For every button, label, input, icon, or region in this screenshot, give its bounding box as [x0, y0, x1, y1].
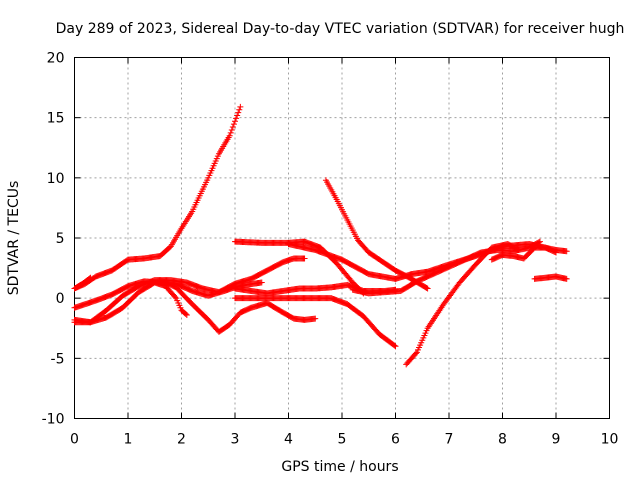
y-axis-label: SDTVAR / TECUs [6, 181, 22, 296]
x-tick-label: 8 [498, 432, 507, 448]
x-tick-label: 4 [284, 432, 293, 448]
series-track-10 [322, 177, 431, 292]
data-point [391, 342, 398, 349]
data-point [312, 315, 319, 322]
y-tick-label: -10 [42, 412, 65, 428]
series-track-9 [232, 295, 399, 350]
data-point [182, 311, 189, 318]
y-tick-label: 20 [47, 51, 65, 67]
x-tick-label: 10 [601, 432, 619, 448]
data-point [553, 249, 559, 256]
chart-title: Day 289 of 2023, Sidereal Day-to-day VTE… [56, 21, 625, 37]
data-point [412, 350, 419, 357]
x-axis-label: GPS time / hours [281, 459, 398, 475]
x-tick-label: 2 [177, 432, 186, 448]
data-point [563, 275, 570, 282]
series-track-1 [71, 103, 244, 292]
data-point [172, 293, 179, 300]
data-point [230, 121, 237, 128]
data-points [71, 103, 570, 368]
data-point [563, 248, 570, 255]
data-point [183, 312, 190, 319]
y-tick-label: 5 [56, 231, 65, 247]
x-tick-label: 0 [70, 432, 79, 448]
x-tick-label: 6 [391, 432, 400, 448]
x-tick-label: 7 [445, 432, 454, 448]
data-point [392, 343, 399, 350]
data-point [423, 284, 430, 291]
data-point [236, 106, 243, 113]
y-tick-label: 10 [47, 171, 65, 187]
y-tick-label: -5 [51, 351, 65, 367]
data-point [227, 129, 234, 136]
data-point [237, 103, 244, 110]
x-tick-label: 1 [124, 432, 133, 448]
series-track-13 [349, 238, 543, 297]
data-point [87, 274, 94, 281]
data-point [226, 132, 233, 139]
series-track-15 [488, 244, 559, 263]
data-point [235, 109, 242, 116]
y-tick-labels: -10 -5 0 5 10 15 20 [42, 51, 65, 428]
data-point [301, 255, 308, 262]
y-tick-label: 0 [56, 291, 65, 307]
x-tick-label: 3 [231, 432, 240, 448]
y-tick-label: 15 [47, 111, 65, 127]
series-track-14 [531, 273, 570, 282]
data-point [86, 275, 93, 282]
data-point [535, 239, 542, 246]
grid-lines [74, 57, 610, 419]
series-track-2 [71, 274, 94, 292]
series-track-6 [157, 277, 319, 335]
axis-ticks [74, 57, 610, 419]
x-tick-label: 9 [552, 432, 561, 448]
x-tick-label: 5 [338, 432, 347, 448]
data-point [229, 124, 236, 131]
data-point [228, 126, 235, 133]
x-tick-labels: 0 1 2 3 4 5 6 7 8 9 10 [70, 432, 618, 448]
data-point [232, 118, 238, 125]
data-point [536, 238, 543, 245]
data-point [233, 115, 240, 122]
data-point [258, 279, 265, 286]
data-point [424, 285, 431, 292]
data-point [234, 112, 241, 119]
